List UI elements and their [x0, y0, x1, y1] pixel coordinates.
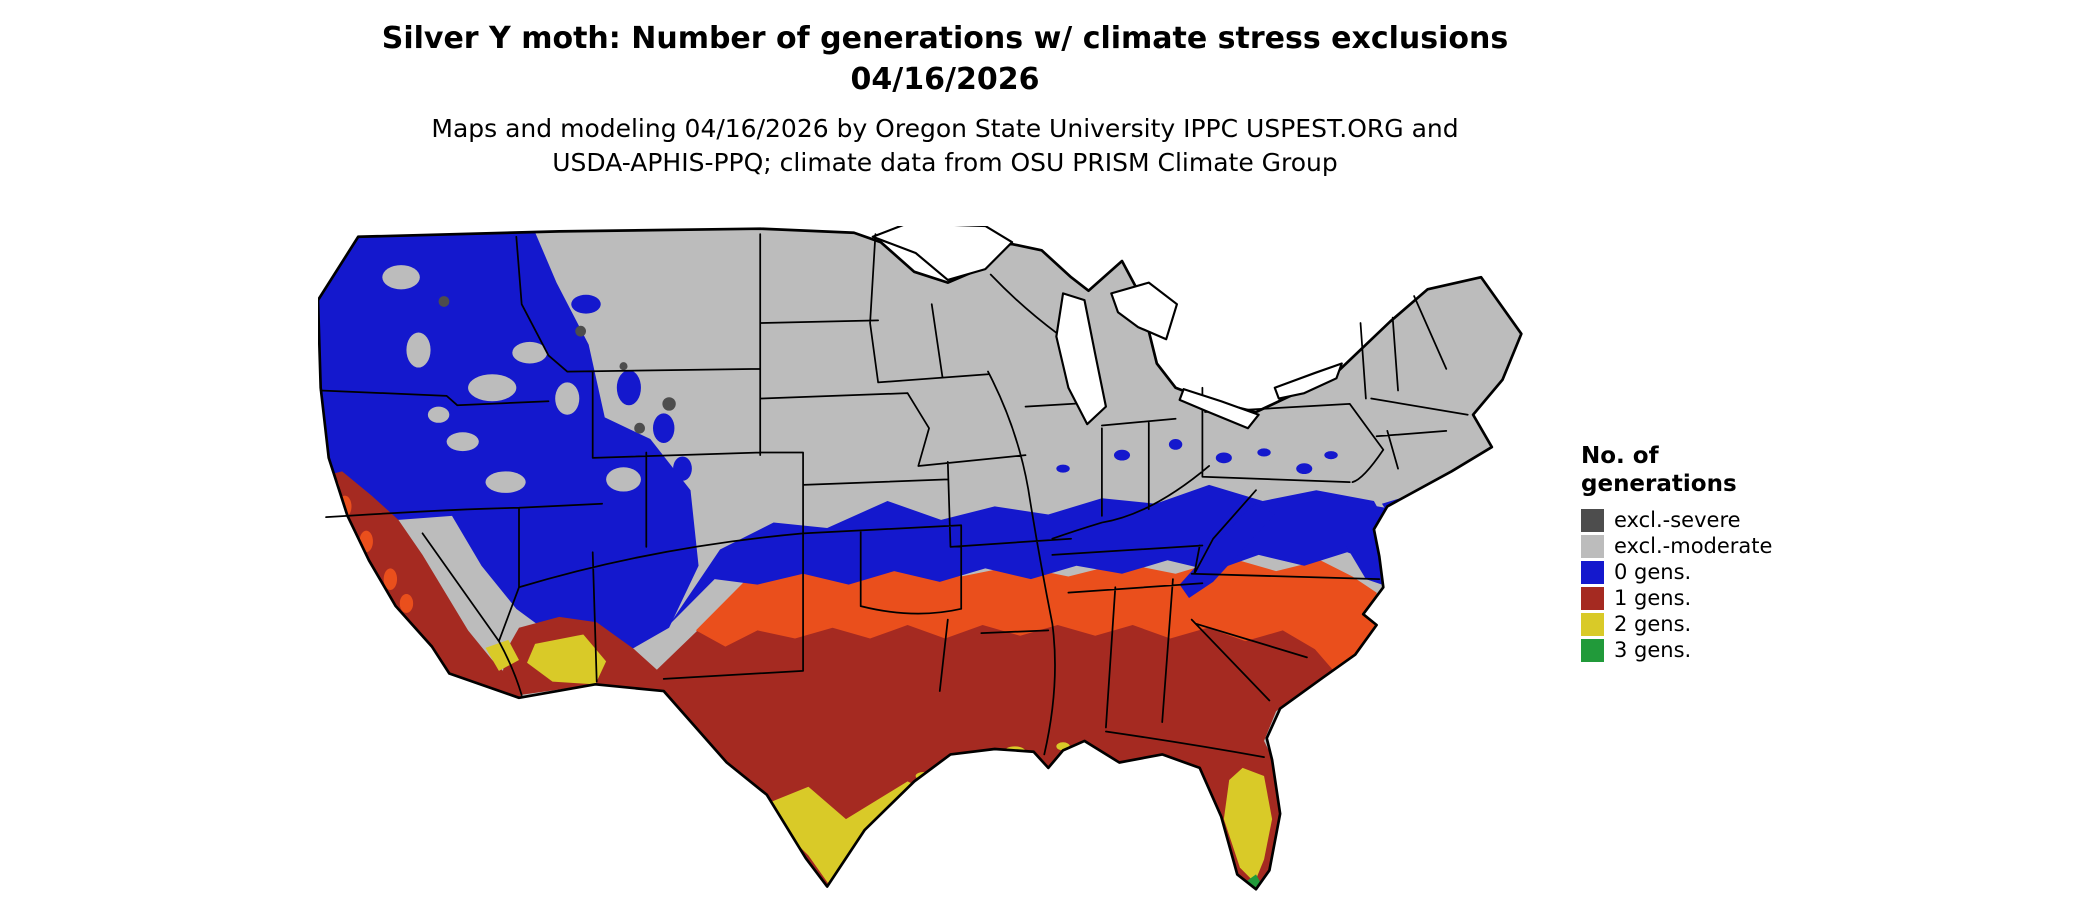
lake-michigan: [1055, 292, 1107, 426]
legend-item-1-gens: 1 gens.: [1581, 585, 1881, 611]
legend-item-2-gens: 2 gens.: [1581, 611, 1881, 637]
legend-item-label: 1 gens.: [1614, 586, 1692, 610]
legend-swatch-1-gens-icon: [1581, 586, 1604, 610]
legend-title-line-1: No. of: [1581, 443, 1659, 469]
lake-superior: [871, 226, 1014, 281]
legend-item-excl-severe: excl.-severe: [1581, 507, 1881, 533]
legend-title-line-2: generations: [1581, 471, 1737, 497]
credits-line-2: USDA-APHIS-PPQ; climate data from OSU PR…: [552, 148, 1338, 177]
legend: No. of generations excl.-severe excl.-mo…: [1581, 442, 1881, 663]
legend-item-excl-moderate: excl.-moderate: [1581, 533, 1881, 559]
legend-item-label: 2 gens.: [1614, 612, 1692, 636]
title-date: 04/16/2026: [850, 62, 1040, 97]
lake-huron: [1110, 281, 1179, 341]
page-title: Silver Y moth: Number of generations w/ …: [381, 21, 1509, 56]
legend-title: No. of generations: [1581, 442, 1881, 498]
legend-item-label: excl.-severe: [1614, 508, 1741, 532]
legend-item-3-gens: 3 gens.: [1581, 637, 1881, 663]
conus-outline: [318, 227, 1523, 891]
credits: Maps and modeling 04/16/2026 by Oregon S…: [30, 112, 1860, 180]
lake-erie: [1178, 388, 1260, 430]
legend-swatch-3-gens-icon: [1581, 638, 1604, 662]
map-header: Silver Y moth: Number of generations w/ …: [30, 18, 1860, 180]
legend-item-0-gens: 0 gens.: [1581, 559, 1881, 585]
state-borders: [319, 233, 1469, 758]
lake-ontario: [1273, 362, 1343, 400]
climate-regions: [318, 228, 1522, 890]
us-map-svg: [318, 226, 1523, 891]
legend-item-label: 0 gens.: [1614, 560, 1692, 584]
us-generations-map: [318, 226, 1524, 900]
legend-swatch-severe-icon: [1581, 508, 1604, 532]
legend-swatch-2-gens-icon: [1581, 612, 1604, 636]
great-lakes: [871, 226, 1343, 430]
legend-swatch-moderate-icon: [1581, 534, 1604, 558]
legend-items: excl.-severe excl.-moderate 0 gens. 1 ge…: [1581, 507, 1881, 663]
credits-line-1: Maps and modeling 04/16/2026 by Oregon S…: [431, 114, 1459, 143]
legend-swatch-0-gens-icon: [1581, 560, 1604, 584]
legend-item-label: 3 gens.: [1614, 638, 1692, 662]
legend-item-label: excl.-moderate: [1614, 534, 1773, 558]
